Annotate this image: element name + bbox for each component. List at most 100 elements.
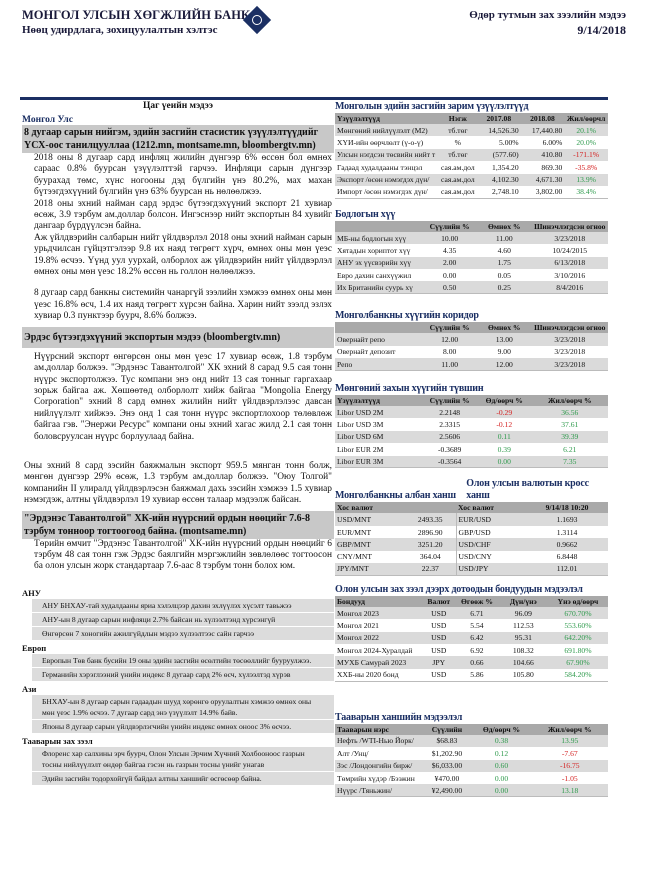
table-cell: 691.80% — [564, 645, 592, 655]
table-cell: 0.11 — [476, 430, 532, 444]
table-cell: 17,440.80 — [520, 124, 565, 137]
table-cell: Libor USD 2M — [335, 405, 423, 419]
table-row: Монгол 2024-Хуралдай USD 6.92 108.32 691.80% — [335, 644, 608, 656]
table-cell: 3/23/2018 — [531, 358, 608, 371]
table-cell: 12.00 — [422, 333, 477, 346]
table-cell: Монгол 2024-Хуралдай — [337, 645, 413, 655]
table-cell: 1.3114 — [556, 527, 578, 537]
table-row: Libor USD 2M 2.2148 -0.29 36.56 — [335, 405, 608, 419]
table-cell: 0.38 — [471, 734, 532, 748]
column-header: Өмнөх % — [476, 220, 532, 232]
table-cell: 6/13/2018 — [531, 256, 608, 270]
table-cell: (577.60) — [476, 148, 521, 162]
table-cell: 0.00 — [494, 773, 509, 783]
table-cell: $68.83 — [422, 734, 472, 748]
table-cell: 5.00% — [499, 138, 519, 148]
column-header: 2017.08 — [476, 113, 521, 124]
table-cell: Зэс /Лондонгийн бирж/ — [335, 759, 423, 772]
table-header-row: Сүүлийн % Өмнөх % Шинэчлэгдсэн огноо — [335, 220, 608, 232]
table-cell: 364.04 — [404, 550, 457, 563]
news-paragraph: Оны эхний 8 сард зэсийн баяжмалын экспор… — [24, 460, 332, 506]
table-cell: -171.1% — [564, 148, 608, 162]
news-headline: Эрдэс бүтээгдэхүүний экспортын мэдээ (bl… — [22, 326, 334, 348]
table-cell: 96.09 — [498, 606, 548, 620]
table-header-row: Сүүлийн % Өмнөх % Шинэчлэгдсэн огноо — [335, 322, 608, 334]
column-header: Өд/өөрч % — [471, 723, 532, 735]
table-row: Улсын нэгдсэн төсвийн нийт т тб.төг (577.6… — [335, 148, 608, 162]
table-cell: Их Британийн суурь хү — [335, 281, 423, 294]
column-header: Бондууд — [335, 595, 423, 607]
table-cell: Алт /Унц/ — [337, 748, 369, 758]
report-date: 9/14/2018 — [577, 23, 626, 37]
column-header: Хос валют — [456, 502, 527, 514]
table-cell: 22.37 — [404, 562, 457, 576]
table-cell: USD — [431, 620, 447, 630]
table-cell: 0.60 — [471, 759, 532, 772]
macro-title: Монголын эдийн засгийн зарим үзүүлэлтүүд — [335, 101, 529, 112]
table-row: Экспорт /өсөн нэмэгдэх дүн/сая.ам.дол 4,1… — [335, 173, 608, 186]
column-header — [335, 322, 423, 334]
table-cell: 869.30 — [541, 162, 563, 172]
column-header: Валют — [422, 595, 456, 607]
table-header-row: Тааварын нэрс Сүүлийн Өд/өөрч % Жил/өөрч % — [335, 723, 608, 735]
table-cell: 6.8448 — [556, 552, 578, 562]
table-cell: 0.25 — [476, 281, 532, 294]
table-row: Libor USD 6M 2.5606 0.11 39.39 — [335, 430, 608, 444]
table-cell: 12.00 — [476, 358, 532, 371]
table-cell: USD/CNY — [458, 552, 492, 562]
table-row: Мөнгөний нийлүүлэлт (M2) тб.төг 14,526.30 1… — [335, 124, 608, 137]
table-row: Алт /Унц/ $1,202.90 0.12 -7.67 — [335, 747, 608, 759]
table-cell: 3/23/2018 — [554, 347, 586, 357]
world-news: АНУ АНУ БНХАУ-тай худалдааны яриа хэлэлцэ… — [22, 588, 334, 785]
bonds-title: Олон улсын зах зээл дээрх дотоодын бонду… — [335, 583, 583, 595]
table-cell: 10.00 — [422, 231, 477, 245]
world-news-item: Эдийн засгийн тодорхойгүй байдал алтны х… — [32, 771, 334, 785]
table-cell: 2.2148 — [422, 405, 477, 419]
table-cell: Овернайт депозит — [337, 347, 396, 357]
table-cell: USD — [431, 670, 447, 680]
table-cell: Овернайт репо — [335, 333, 423, 346]
markets-column: Монголын эдийн засгийн зарим үзүүлэлтүүд… — [335, 100, 608, 798]
table-cell: АНУ эх үүсвэрийн хүү — [335, 256, 423, 270]
table-cell: ¥2,490.00 — [422, 784, 472, 797]
world-news-item: Европын Төв банк бусийн 19 оны эдийн зас… — [32, 653, 334, 667]
column-header: Шинэчлэгдсэн огноо — [531, 322, 608, 334]
table-cell: 6.21 — [563, 444, 577, 454]
table-cell: CNY/MNT — [337, 552, 373, 562]
news-paragraph: Аж үйлдвэрийн салбарын нийт үйлдвэрлэл 2… — [34, 232, 332, 278]
table-cell: 410.80 — [520, 148, 565, 162]
column-header — [404, 502, 457, 514]
table-cell: USD — [431, 645, 447, 655]
table-cell: 3/23/2018 — [531, 333, 608, 346]
table-cell: 7.35 — [531, 455, 608, 468]
world-news-item: Германийн хэрэглээний үнийн индекс 8 дуг… — [32, 667, 334, 681]
table-cell: 0.00 — [476, 455, 532, 468]
table-row: Импорт /өсөн нэмэгдэх дүн/сая.ам.дол 2,74… — [335, 186, 608, 198]
table-row: АНУ эх үүсвэрийн хүү 2.00 1.75 6/13/2018 — [335, 256, 608, 270]
table-cell: 6.71 — [455, 606, 499, 620]
table-cell: $1,202.90 — [431, 748, 463, 758]
region-mongolia: Монгол Улс — [22, 115, 73, 125]
table-cell: 13.95 — [531, 734, 608, 748]
table-cell: 14,526.30 — [476, 124, 521, 137]
table-cell: 1,354.20 — [492, 162, 519, 172]
table-cell: 13.00 — [476, 333, 532, 346]
table-cell: USD/JPY — [456, 562, 527, 576]
column-header: Сүүлийн % — [422, 394, 477, 406]
table-cell: 0.12 — [494, 748, 509, 758]
table-cell: GBP/USD — [458, 527, 491, 537]
header-divider — [20, 97, 608, 100]
table-cell: 10/24/2015 — [552, 245, 588, 255]
column-header: Сүүлийн — [422, 723, 472, 735]
column-header: Жил/өөрч % — [531, 394, 608, 406]
column-header: Дүн/үнэ — [498, 595, 548, 607]
table-cell: 0.66 — [455, 656, 499, 669]
table-cell: 20.0% — [576, 138, 596, 148]
news-headline: "Эрдэнэс Тавантолгой" ХК-ийн нүүрсний ор… — [22, 510, 334, 539]
table-cell: Libor USD 6M — [335, 430, 423, 444]
report-title: Өдөр тутмын зах зээлийн мэдээ — [469, 9, 626, 21]
table-row: ХХБ-ны 2020 бонд USD 5.86 105.80 584.20% — [335, 669, 608, 681]
table-cell: 112.01 — [526, 562, 608, 576]
world-news-item: АНУ-ын 8 дугаар сарын инфляци 2.7% байса… — [32, 612, 334, 626]
table-cell: 2896.90 — [404, 525, 457, 539]
